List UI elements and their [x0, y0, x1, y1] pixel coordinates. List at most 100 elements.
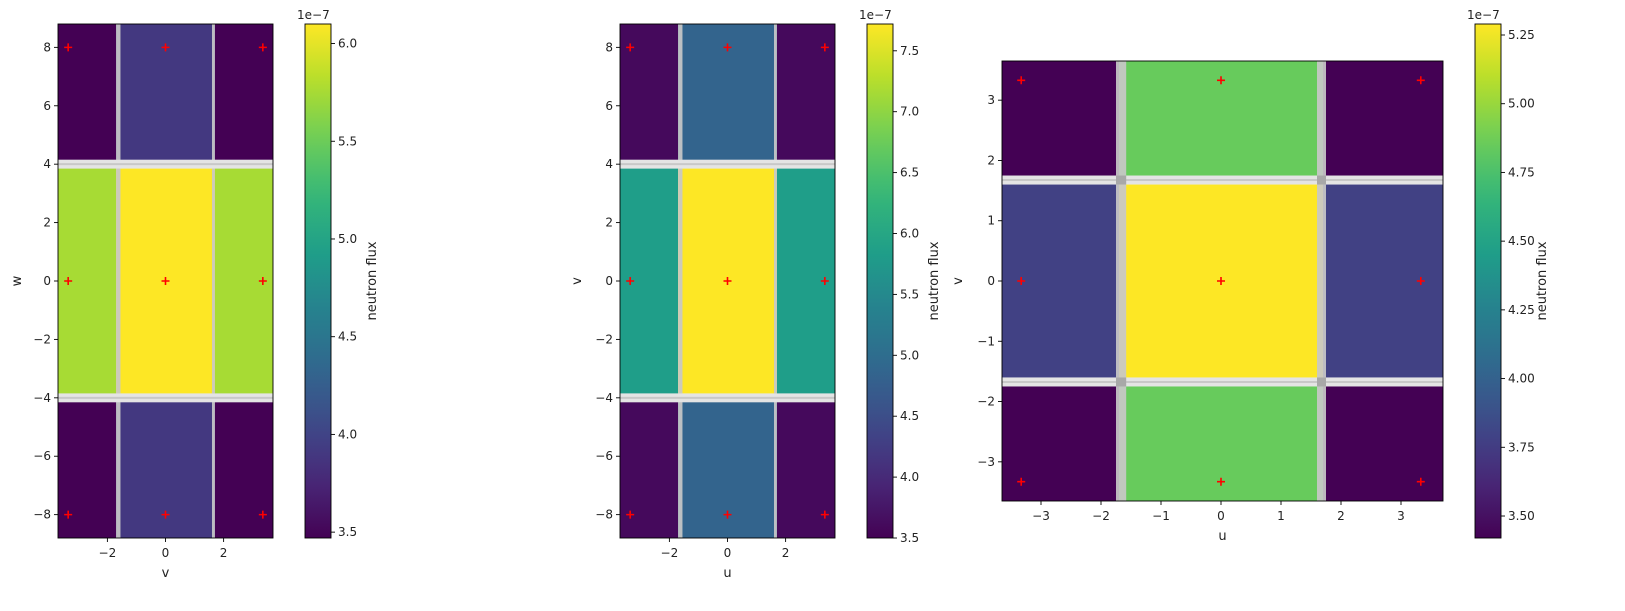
y-axis-label: w	[10, 275, 25, 286]
vertical-gap-1	[678, 24, 683, 538]
vertical-gap-2	[1317, 61, 1326, 501]
colorbar-tick-label: 6.0	[338, 37, 357, 51]
heatmap-cell-1	[620, 24, 679, 160]
sample-marker-7	[626, 510, 635, 519]
y-axis-label: v	[570, 277, 585, 285]
sample-marker-8	[1217, 477, 1225, 486]
sample-marker-1	[1017, 76, 1026, 85]
y-tick-label: 3	[987, 93, 995, 107]
gap-crossing	[1317, 175, 1326, 185]
colorbar-tick-label: 6.5	[900, 166, 919, 180]
y-tick-label: −2	[977, 395, 995, 409]
y-tick-label: 0	[987, 274, 995, 288]
panel-2: −2 0 2 −8 −6 −4 −2 0 2 4 6 8 u v 3.5 4.0 4.5 5.0 5.5 6.0 6.5…	[570, 8, 942, 581]
sample-marker-2	[723, 43, 732, 52]
colorbar: 3.50 3.75 4.00 4.25 4.50 4.75 5.00 5.25 1e−7 neut…	[1467, 8, 1550, 539]
heatmap-cell-7	[620, 402, 679, 538]
colorbar-exponent-label: 1e−7	[859, 8, 892, 22]
y-tick-label: 4	[605, 157, 613, 171]
x-tick-label: 3	[1397, 509, 1405, 523]
sample-marker-8	[161, 510, 170, 519]
sample-marker-1	[64, 43, 73, 52]
colorbar-tick-label: 4.5	[338, 330, 357, 344]
y-tick-label: 4	[43, 157, 51, 171]
sample-marker-1	[626, 43, 635, 52]
colorbar-tick-label: 4.00	[1508, 372, 1535, 386]
x-tick-label: 2	[782, 546, 790, 560]
sample-marker-6	[258, 277, 267, 285]
vertical-gap-2	[773, 24, 777, 538]
y-tick-label: −8	[595, 508, 613, 522]
colorbar-tick-label: 5.0	[900, 348, 919, 362]
y-tick-label: −6	[33, 449, 51, 463]
y-axis-label: v	[951, 277, 966, 285]
sample-marker-5	[723, 277, 732, 285]
x-axis-label: u	[723, 566, 731, 581]
heatmap-cell-7	[58, 402, 117, 538]
panel-1: −2 0 2 −8 −6 −4 −2 0 2 4 6 8 v w 4.0 4.5 5.0 5.5 6.0 3.5 1e−…	[10, 8, 380, 581]
sample-marker-5	[161, 277, 170, 285]
heatmap-cell-9	[214, 402, 273, 538]
colorbar-tick-label: 4.5	[900, 409, 919, 423]
colorbar-gradient	[305, 24, 331, 538]
colorbar-tick-label: 3.75	[1508, 440, 1535, 454]
y-tick-label: −3	[977, 455, 995, 469]
colorbar-tick-label: 3.5	[900, 531, 919, 545]
colorbar-frame	[1474, 23, 1502, 539]
sample-marker-4	[1017, 277, 1026, 285]
sample-marker-2	[1217, 76, 1225, 85]
sample-marker-4	[626, 277, 635, 285]
colorbar-tick-label: 4.25	[1508, 303, 1535, 317]
y-tick-label: 8	[605, 40, 613, 54]
y-tick-label: 6	[43, 99, 51, 113]
colorbar-tick-label: 4.50	[1508, 234, 1535, 248]
x-tick-label: −2	[1092, 509, 1110, 523]
x-tick-label: 2	[220, 546, 228, 560]
x-axis-label: v	[162, 566, 170, 581]
y-tick-label: 2	[43, 216, 51, 230]
y-tick-label: 0	[605, 274, 613, 288]
y-tick-label: 8	[43, 40, 51, 54]
y-tick-label: −4	[33, 391, 51, 405]
colorbar-tick-label: 5.25	[1508, 28, 1535, 42]
colorbar-label: neutron flux	[927, 241, 942, 320]
colorbar-tick-label: 7.5	[900, 44, 919, 58]
y-tick-label: 0	[43, 274, 51, 288]
gap-crossing	[1116, 377, 1127, 387]
heatmap-cell-6	[1323, 178, 1443, 384]
sample-marker-9	[258, 510, 267, 519]
colorbar-tick-label: 3.50	[1508, 509, 1535, 523]
y-tick-label: −2	[33, 332, 51, 346]
colorbar-frame	[866, 23, 894, 539]
y-tick-label: −2	[595, 332, 613, 346]
x-tick-label: 1	[1277, 509, 1285, 523]
colorbar-tick-label: 5.00	[1508, 97, 1535, 111]
sample-marker-4	[64, 277, 73, 285]
x-tick-label: 0	[1217, 509, 1225, 523]
colorbar-tick-label: 5.0	[338, 232, 357, 246]
y-tick-label: −1	[977, 334, 995, 348]
colorbar-tick-label: 4.0	[900, 470, 919, 484]
sample-marker-6	[820, 277, 829, 285]
plot-area	[620, 24, 835, 538]
sample-marker-8	[723, 510, 732, 519]
heatmap-cell-3	[1323, 61, 1443, 179]
sample-marker-3	[820, 43, 829, 52]
sample-marker-5	[1217, 277, 1225, 285]
x-tick-label: −2	[99, 546, 117, 560]
heatmap-cell-9	[1323, 383, 1443, 501]
colorbar-tick-label: 5.5	[338, 134, 357, 148]
y-tick-label: 6	[605, 99, 613, 113]
heatmap-cell-1	[1002, 61, 1119, 179]
colorbar-tick-label: 3.5	[338, 525, 357, 539]
sample-marker-7	[64, 510, 73, 519]
colorbar-gradient	[1475, 24, 1501, 538]
heatmap-cell-1	[58, 24, 117, 160]
x-tick-label: −3	[1032, 509, 1050, 523]
sample-marker-9	[820, 510, 829, 519]
heatmap-cell-3	[214, 24, 273, 160]
sample-marker-3	[1416, 76, 1425, 85]
x-tick-label: −1	[1152, 509, 1170, 523]
vertical-gap-1	[116, 24, 121, 538]
gap-crossing	[1317, 377, 1326, 387]
